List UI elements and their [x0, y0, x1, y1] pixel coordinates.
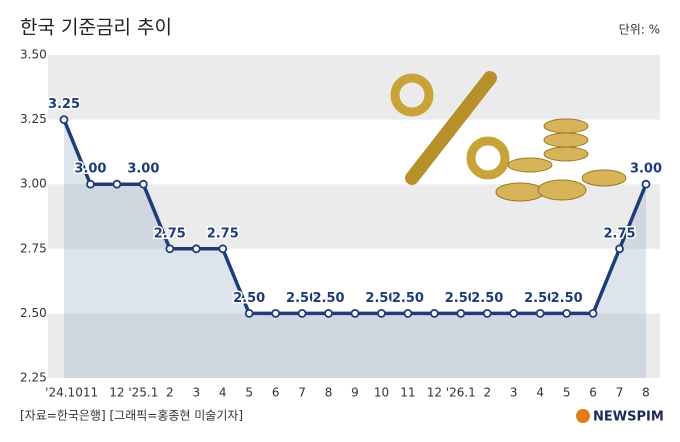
x-tick-label: 7: [616, 386, 624, 400]
x-tick-label: 12: [427, 386, 442, 400]
value-label: 3.00: [630, 162, 662, 177]
point: [377, 308, 386, 318]
x-tick-label: 8: [325, 386, 333, 400]
value-label: 2.50: [233, 291, 265, 306]
y-tick-label: 2.50: [20, 306, 47, 320]
value-label: 2.50: [286, 291, 318, 306]
point: [218, 244, 228, 254]
point: [244, 308, 254, 318]
x-tick-label: 3: [192, 386, 200, 400]
point: [350, 308, 360, 318]
chart-title: 한국 기준금리 추이: [20, 17, 172, 39]
x-tick-label: '26.1: [446, 386, 476, 400]
point: [324, 308, 333, 318]
y-tick-label: 2.75: [20, 241, 47, 255]
value-label: 3.25: [48, 97, 80, 112]
x-tick-label: 10: [374, 386, 389, 400]
grid-band: [48, 55, 660, 120]
grid-band: [48, 248, 660, 314]
point: [615, 244, 624, 254]
x-tick-label: 11: [83, 386, 98, 400]
y-tick-label: 3.50: [20, 48, 47, 62]
point: [429, 308, 439, 318]
point: [297, 308, 307, 318]
point: [482, 308, 492, 318]
value-label: 2.50: [365, 291, 397, 306]
value-label: 2.75: [207, 226, 239, 241]
point: [138, 179, 148, 189]
point: [86, 179, 95, 189]
x-tick-label: 6: [272, 386, 280, 400]
y-tick-label: 3.25: [20, 112, 47, 126]
point: [535, 308, 545, 318]
value-label: 2.50: [471, 291, 503, 306]
point: [641, 179, 651, 189]
point: [191, 244, 201, 254]
value-label: 2.50: [524, 291, 556, 306]
x-tick-label: 5: [563, 386, 571, 400]
value-label: 2.50: [445, 291, 477, 306]
x-tick-label: 8: [642, 386, 650, 400]
point: [112, 179, 122, 189]
value-label: 3.00: [74, 162, 106, 177]
x-tick-label: 11: [400, 386, 415, 400]
point: [509, 308, 519, 318]
point: [403, 308, 413, 318]
y-tick-label: 2.25: [20, 371, 47, 385]
y-tick-label: 3.00: [20, 177, 47, 191]
point: [456, 308, 466, 318]
source-note: [자료=한국은행] [그래픽=홍종현 미술기자]: [20, 408, 243, 423]
logo-icon: [576, 409, 590, 423]
logo: NEWSPIM: [593, 410, 664, 425]
value-label: 2.50: [551, 291, 583, 306]
point: [59, 115, 69, 124]
x-tick-label: 3: [510, 386, 518, 400]
point: [588, 308, 598, 318]
x-tick-label: 2: [166, 386, 174, 400]
value-label: 2.50: [313, 291, 345, 306]
point: [165, 244, 175, 254]
unit-label: 단위: %: [619, 23, 660, 37]
x-tick-label: 4: [219, 386, 227, 400]
value-label: 2.50: [392, 291, 424, 306]
x-tick-label: 2: [483, 386, 491, 400]
x-tick-label: 6: [589, 386, 597, 400]
coins-illustration: [390, 71, 627, 202]
x-tick-label: 12: [109, 386, 124, 400]
x-tick-label: '24.10: [45, 386, 83, 400]
value-label: 2.75: [604, 226, 636, 241]
x-tick-label: '25.1: [128, 386, 158, 400]
value-label: 2.75: [154, 226, 186, 241]
x-tick-label: 4: [536, 386, 544, 400]
x-tick-label: 7: [298, 386, 306, 400]
x-tick-label: 5: [245, 386, 253, 400]
point: [562, 308, 572, 318]
x-tick-label: 9: [351, 386, 359, 400]
value-label: 3.00: [127, 162, 159, 177]
point: [271, 308, 281, 318]
grid-band: [48, 313, 660, 378]
